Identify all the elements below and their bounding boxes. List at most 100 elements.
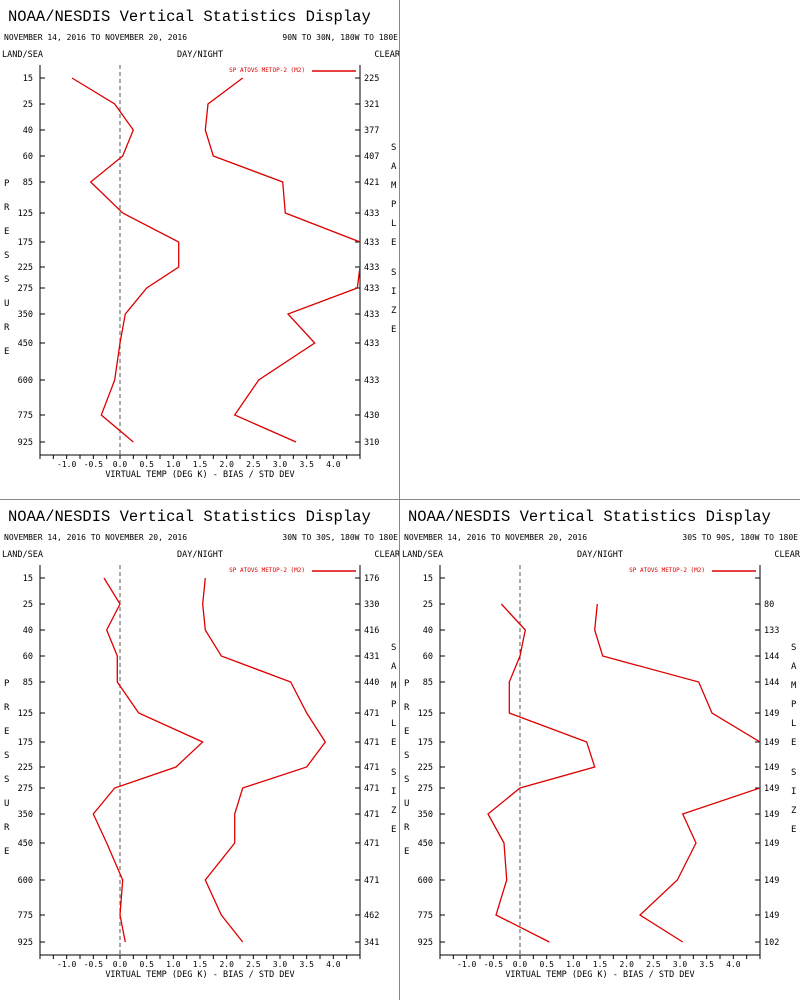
legend-label: SP ATOVS METOP-2 (M2) bbox=[229, 567, 305, 574]
x-tick-label: 1.5 bbox=[593, 960, 608, 969]
sample-size-label: 149 bbox=[764, 738, 779, 748]
sample-size-label: 433 bbox=[364, 238, 379, 248]
pressure-label: 450 bbox=[18, 839, 33, 849]
sample-axis-letter: M bbox=[791, 681, 797, 691]
pressure-label: 225 bbox=[18, 263, 33, 273]
sample-axis-letter: S bbox=[391, 643, 396, 653]
pressure-axis-letter: E bbox=[4, 727, 9, 737]
series-line-STD DEV bbox=[204, 77, 360, 443]
sample-size-label: 225 bbox=[364, 74, 379, 84]
region-label: 30S TO 90S, 180W TO 180E bbox=[682, 533, 798, 542]
x-axis-label: VIRTUAL TEMP (DEG K) - BIAS / STD DEV bbox=[105, 470, 294, 480]
legend-label: SP ATOVS METOP-2 (M2) bbox=[629, 567, 705, 574]
sample-size-label: 149 bbox=[764, 763, 779, 773]
chart-panel-3: NOAA/NESDIS Vertical Statistics Display N… bbox=[400, 500, 800, 1000]
x-tick-label: -0.5 bbox=[84, 460, 103, 469]
land-sea-label: LAND/SEA bbox=[2, 550, 43, 560]
x-tick-label: 3.5 bbox=[299, 460, 314, 469]
sample-axis-letter: S bbox=[391, 143, 396, 153]
sample-size-label: 133 bbox=[764, 626, 779, 636]
sample-axis-letter: A bbox=[791, 662, 797, 672]
horizontal-separator bbox=[0, 499, 800, 500]
pressure-axis-letter: S bbox=[4, 251, 9, 261]
x-tick-label: -1.0 bbox=[457, 960, 476, 969]
sample-size-label: 149 bbox=[764, 784, 779, 794]
pressure-label: 15 bbox=[23, 574, 33, 584]
sample-size-label: 471 bbox=[364, 738, 379, 748]
pressure-axis-letter: U bbox=[4, 299, 9, 309]
empty-area bbox=[400, 0, 800, 500]
sample-axis-letter: L bbox=[391, 719, 396, 729]
x-tick-label: -1.0 bbox=[57, 460, 76, 469]
pressure-label: 225 bbox=[18, 763, 33, 773]
sample-size-label: 80 bbox=[764, 600, 774, 610]
day-night-label: DAY/NIGHT bbox=[577, 550, 623, 560]
pressure-label: 15 bbox=[23, 74, 33, 84]
day-night-label: DAY/NIGHT bbox=[177, 550, 223, 560]
x-tick-label: -0.5 bbox=[84, 960, 103, 969]
sample-size-label: 330 bbox=[364, 600, 379, 610]
pressure-label: 275 bbox=[418, 784, 433, 794]
sample-axis-letter: M bbox=[391, 681, 397, 691]
sample-size-label: 176 bbox=[364, 574, 379, 584]
sample-size-label: 421 bbox=[364, 178, 379, 188]
pressure-label: 175 bbox=[418, 738, 433, 748]
size-axis-letter: Z bbox=[791, 806, 797, 816]
sample-size-label: 433 bbox=[364, 209, 379, 219]
x-tick-label: 2.5 bbox=[646, 960, 661, 969]
date-range: NOVEMBER 14, 2016 TO NOVEMBER 20, 2016 bbox=[4, 33, 187, 42]
sample-size-label: 407 bbox=[364, 152, 379, 162]
pressure-label: 275 bbox=[18, 284, 33, 294]
clear-label: CLEAR bbox=[374, 550, 400, 560]
chart-title: NOAA/NESDIS Vertical Statistics Display bbox=[408, 508, 771, 526]
pressure-label: 775 bbox=[18, 411, 33, 421]
pressure-label: 85 bbox=[23, 678, 33, 688]
size-axis-letter: E bbox=[791, 825, 796, 835]
size-axis-letter: E bbox=[391, 325, 396, 335]
sample-size-label: 149 bbox=[764, 810, 779, 820]
pressure-label: 60 bbox=[23, 152, 33, 162]
sample-axis-letter: P bbox=[791, 700, 797, 710]
chart-title: NOAA/NESDIS Vertical Statistics Display bbox=[8, 508, 371, 526]
x-tick-label: 3.0 bbox=[273, 960, 288, 969]
sample-size-label: 144 bbox=[764, 652, 779, 662]
sample-size-label: 310 bbox=[364, 438, 379, 448]
pressure-label: 40 bbox=[423, 626, 433, 636]
sample-size-label: 149 bbox=[764, 911, 779, 921]
sample-size-label: 462 bbox=[364, 911, 379, 921]
sample-axis-letter: P bbox=[391, 200, 397, 210]
pressure-label: 175 bbox=[18, 738, 33, 748]
chart-panel-3-svg: NOAA/NESDIS Vertical Statistics Display N… bbox=[402, 508, 800, 980]
sample-size-label: 433 bbox=[364, 263, 379, 273]
pressure-axis-letter: E bbox=[404, 847, 409, 857]
pressure-label: 600 bbox=[418, 876, 433, 886]
pressure-label: 225 bbox=[418, 763, 433, 773]
sample-size-label: 102 bbox=[764, 938, 779, 948]
size-axis-letter: S bbox=[391, 768, 396, 778]
pressure-label: 350 bbox=[18, 810, 33, 820]
size-axis-letter: S bbox=[791, 768, 796, 778]
pressure-label: 600 bbox=[18, 376, 33, 386]
chart-panel-1-svg: NOAA/NESDIS Vertical Statistics Display N… bbox=[2, 8, 400, 480]
pressure-label: 125 bbox=[418, 709, 433, 719]
sample-size-label: 471 bbox=[364, 876, 379, 886]
pressure-label: 450 bbox=[418, 839, 433, 849]
x-axis-label: VIRTUAL TEMP (DEG K) - BIAS / STD DEV bbox=[105, 970, 294, 980]
x-tick-label: 4.0 bbox=[326, 960, 341, 969]
pressure-label: 925 bbox=[418, 938, 433, 948]
sample-size-label: 471 bbox=[364, 839, 379, 849]
clear-label: CLEAR bbox=[374, 50, 400, 60]
clear-label: CLEAR bbox=[774, 550, 800, 560]
sample-size-label: 144 bbox=[764, 678, 779, 688]
pressure-axis-letter: P bbox=[404, 679, 410, 689]
pressure-axis-letter: R bbox=[4, 203, 10, 213]
chart-panel-1: NOAA/NESDIS Vertical Statistics Display N… bbox=[0, 0, 400, 500]
sample-size-label: 431 bbox=[364, 652, 379, 662]
sample-size-label: 433 bbox=[364, 310, 379, 320]
chart-panel-2-svg: NOAA/NESDIS Vertical Statistics Display N… bbox=[2, 508, 400, 980]
sample-size-label: 430 bbox=[364, 411, 379, 421]
pressure-label: 85 bbox=[423, 678, 433, 688]
x-tick-label: 2.5 bbox=[246, 460, 261, 469]
sample-size-label: 321 bbox=[364, 100, 379, 110]
pressure-axis-letter: U bbox=[4, 799, 9, 809]
